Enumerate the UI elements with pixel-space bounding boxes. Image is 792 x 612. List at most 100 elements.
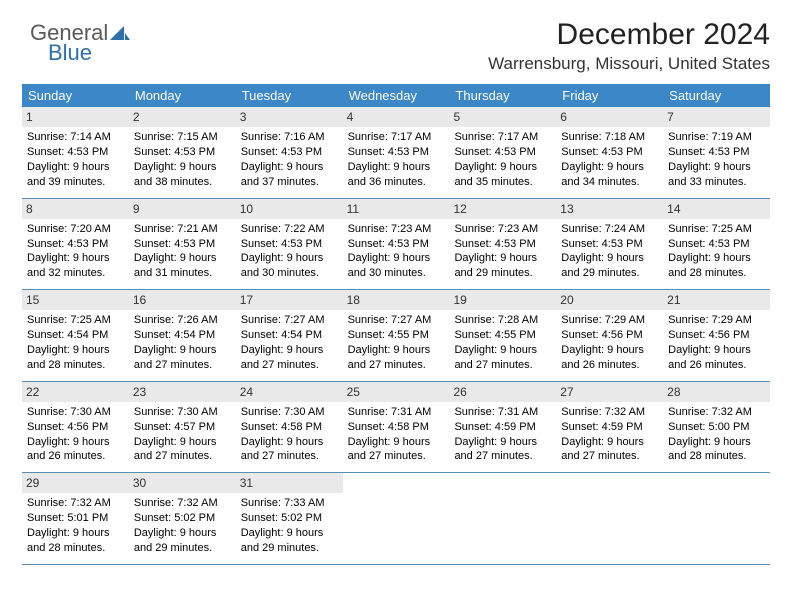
sunset-text: Sunset: 5:02 PM [241, 511, 338, 526]
daylight-text: Daylight: 9 hours and 27 minutes. [348, 435, 445, 465]
day-number: 9 [129, 199, 236, 219]
daylight-text: Daylight: 9 hours and 26 minutes. [668, 343, 765, 373]
sunrise-text: Sunrise: 7:18 AM [561, 130, 658, 145]
sunrise-text: Sunrise: 7:31 AM [348, 405, 445, 420]
sunset-text: Sunset: 4:53 PM [454, 237, 551, 252]
daylight-text: Daylight: 9 hours and 27 minutes. [454, 435, 551, 465]
day-cell: 27Sunrise: 7:32 AMSunset: 4:59 PMDayligh… [556, 382, 663, 473]
sunrise-text: Sunrise: 7:32 AM [134, 496, 231, 511]
sunrise-text: Sunrise: 7:27 AM [348, 313, 445, 328]
logo-text-2: Blue [48, 40, 92, 66]
week-row: 22Sunrise: 7:30 AMSunset: 4:56 PMDayligh… [22, 382, 770, 474]
daylight-text: Daylight: 9 hours and 30 minutes. [348, 251, 445, 281]
sunset-text: Sunset: 4:53 PM [241, 237, 338, 252]
sunrise-text: Sunrise: 7:28 AM [454, 313, 551, 328]
sunset-text: Sunset: 4:58 PM [348, 420, 445, 435]
daylight-text: Daylight: 9 hours and 29 minutes. [561, 251, 658, 281]
daylight-text: Daylight: 9 hours and 33 minutes. [668, 160, 765, 190]
daylight-text: Daylight: 9 hours and 28 minutes. [668, 435, 765, 465]
day-cell: 26Sunrise: 7:31 AMSunset: 4:59 PMDayligh… [449, 382, 556, 473]
day-cell: 16Sunrise: 7:26 AMSunset: 4:54 PMDayligh… [129, 290, 236, 381]
sunrise-text: Sunrise: 7:17 AM [454, 130, 551, 145]
day-cell: 20Sunrise: 7:29 AMSunset: 4:56 PMDayligh… [556, 290, 663, 381]
header-tuesday: Tuesday [236, 84, 343, 107]
day-number: 22 [22, 382, 129, 402]
day-number: 19 [449, 290, 556, 310]
day-number: 21 [663, 290, 770, 310]
location-text: Warrensburg, Missouri, United States [22, 54, 770, 74]
daylight-text: Daylight: 9 hours and 28 minutes. [27, 526, 124, 556]
day-number: 17 [236, 290, 343, 310]
day-number: 15 [22, 290, 129, 310]
calendar: Sunday Monday Tuesday Wednesday Thursday… [22, 84, 770, 565]
sunrise-text: Sunrise: 7:26 AM [134, 313, 231, 328]
header-monday: Monday [129, 84, 236, 107]
daylight-text: Daylight: 9 hours and 27 minutes. [348, 343, 445, 373]
sunrise-text: Sunrise: 7:30 AM [241, 405, 338, 420]
day-number: 25 [343, 382, 450, 402]
daylight-text: Daylight: 9 hours and 26 minutes. [561, 343, 658, 373]
sunset-text: Sunset: 4:53 PM [27, 237, 124, 252]
day-number: 2 [129, 107, 236, 127]
sunrise-text: Sunrise: 7:19 AM [668, 130, 765, 145]
day-cell: 21Sunrise: 7:29 AMSunset: 4:56 PMDayligh… [663, 290, 770, 381]
sunset-text: Sunset: 4:53 PM [27, 145, 124, 160]
sunset-text: Sunset: 5:02 PM [134, 511, 231, 526]
sunrise-text: Sunrise: 7:33 AM [241, 496, 338, 511]
page-title: December 2024 [22, 18, 770, 52]
week-row: 8Sunrise: 7:20 AMSunset: 4:53 PMDaylight… [22, 199, 770, 291]
daylight-text: Daylight: 9 hours and 26 minutes. [27, 435, 124, 465]
day-cell: 4Sunrise: 7:17 AMSunset: 4:53 PMDaylight… [343, 107, 450, 198]
sunset-text: Sunset: 4:54 PM [27, 328, 124, 343]
day-cell: 5 Sunrise: 7:17 AMSunset: 4:53 PMDaylight… [449, 107, 556, 198]
sunset-text: Sunset: 4:54 PM [134, 328, 231, 343]
daylight-text: Daylight: 9 hours and 29 minutes. [134, 526, 231, 556]
day-cell: 12Sunrise: 7:23 AMSunset: 4:53 PMDayligh… [449, 199, 556, 290]
day-cell: 19Sunrise: 7:28 AMSunset: 4:55 PMDayligh… [449, 290, 556, 381]
day-cell: 9Sunrise: 7:21 AMSunset: 4:53 PMDaylight… [129, 199, 236, 290]
day-cell: 11Sunrise: 7:23 AMSunset: 4:53 PMDayligh… [343, 199, 450, 290]
sunset-text: Sunset: 4:53 PM [454, 145, 551, 160]
sunrise-text: Sunrise: 7:14 AM [27, 130, 124, 145]
sunrise-text: Sunrise: 7:23 AM [348, 222, 445, 237]
day-cell: 31Sunrise: 7:33 AMSunset: 5:02 PMDayligh… [236, 473, 343, 564]
daylight-text: Daylight: 9 hours and 37 minutes. [241, 160, 338, 190]
sunrise-text: Sunrise: 7:15 AM [134, 130, 231, 145]
sunrise-text: Sunrise: 7:30 AM [134, 405, 231, 420]
daylight-text: Daylight: 9 hours and 38 minutes. [134, 160, 231, 190]
daylight-text: Daylight: 9 hours and 35 minutes. [454, 160, 551, 190]
sunset-text: Sunset: 4:53 PM [134, 145, 231, 160]
day-cell: 6Sunrise: 7:18 AMSunset: 4:53 PMDaylight… [556, 107, 663, 198]
day-number: 18 [343, 290, 450, 310]
header-wednesday: Wednesday [343, 84, 450, 107]
daylight-text: Daylight: 9 hours and 28 minutes. [27, 343, 124, 373]
day-cell: 29Sunrise: 7:32 AMSunset: 5:01 PMDayligh… [22, 473, 129, 564]
day-cell: 17Sunrise: 7:27 AMSunset: 4:54 PMDayligh… [236, 290, 343, 381]
sunset-text: Sunset: 4:53 PM [348, 237, 445, 252]
daylight-text: Daylight: 9 hours and 31 minutes. [134, 251, 231, 281]
day-number: 5 [449, 107, 556, 127]
day-number: 20 [556, 290, 663, 310]
sunset-text: Sunset: 4:53 PM [561, 237, 658, 252]
day-cell: 15 Sunrise: 7:25 AMSunset: 4:54 PMDayligh… [22, 290, 129, 381]
sunset-text: Sunset: 4:59 PM [454, 420, 551, 435]
sunrise-text: Sunrise: 7:20 AM [27, 222, 124, 237]
sunrise-text: Sunrise: 7:27 AM [241, 313, 338, 328]
day-number: 7 [663, 107, 770, 127]
day-cell: 14Sunrise: 7:25 AMSunset: 4:53 PMDayligh… [663, 199, 770, 290]
sunrise-text: Sunrise: 7:25 AM [27, 313, 124, 328]
sunset-text: Sunset: 4:53 PM [668, 145, 765, 160]
sunrise-text: Sunrise: 7:29 AM [668, 313, 765, 328]
day-number: 28 [663, 382, 770, 402]
day-number: 4 [343, 107, 450, 127]
day-number: 8 [22, 199, 129, 219]
daylight-text: Daylight: 9 hours and 29 minutes. [241, 526, 338, 556]
sunrise-text: Sunrise: 7:23 AM [454, 222, 551, 237]
sunrise-text: Sunrise: 7:29 AM [561, 313, 658, 328]
header-friday: Friday [556, 84, 663, 107]
sunrise-text: Sunrise: 7:32 AM [561, 405, 658, 420]
day-number: 29 [22, 473, 129, 493]
day-cell: 25 Sunrise: 7:31 AMSunset: 4:58 PMDayligh… [343, 382, 450, 473]
daylight-text: Daylight: 9 hours and 27 minutes. [241, 435, 338, 465]
day-number: 26 [449, 382, 556, 402]
